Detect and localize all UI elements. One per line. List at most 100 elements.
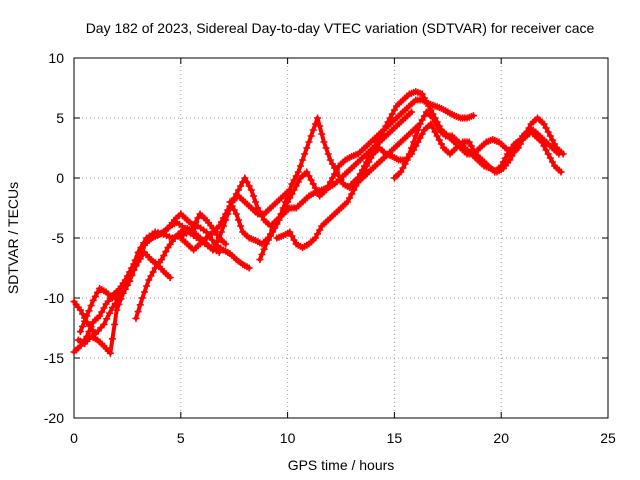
data-point (106, 349, 114, 357)
data-point (316, 226, 324, 234)
data-point (89, 296, 97, 304)
data-point (343, 198, 351, 206)
data-point (100, 304, 108, 312)
series-trace (257, 116, 423, 262)
data-point (514, 140, 522, 148)
data-point (275, 216, 283, 224)
data-point (215, 248, 223, 256)
data-point (322, 144, 330, 152)
data-point (296, 162, 304, 170)
data-point (103, 315, 111, 323)
data-point (388, 110, 396, 118)
data-point (386, 114, 394, 122)
data-point (91, 292, 99, 300)
data-point (382, 122, 390, 130)
data-point (81, 317, 89, 325)
data-point (87, 302, 95, 310)
data-point (369, 146, 377, 154)
data-point (241, 174, 249, 182)
data-point (314, 114, 322, 122)
x-tick-label: 15 (387, 430, 403, 446)
data-point (358, 166, 366, 174)
data-point (320, 138, 328, 146)
data-point (322, 186, 330, 194)
y-tick-label: -5 (52, 230, 65, 246)
data-point (551, 140, 559, 148)
data-point (230, 194, 238, 202)
data-point (123, 281, 131, 289)
data-point (145, 276, 153, 284)
data-point (401, 160, 409, 168)
data-point (540, 142, 548, 150)
data-point (121, 285, 129, 293)
data-point (269, 228, 277, 236)
data-point (305, 138, 313, 146)
data-point (548, 158, 556, 166)
data-point (290, 176, 298, 184)
data-point (331, 164, 339, 172)
data-point (375, 134, 383, 142)
data-point (346, 194, 354, 202)
y-axis-label: SDTVAR / TECUs (5, 182, 21, 294)
data-point (508, 152, 516, 160)
data-point (548, 136, 556, 144)
data-point (429, 124, 437, 132)
data-point (314, 188, 322, 196)
data-point (260, 245, 268, 253)
data-point (403, 156, 411, 164)
data-point (108, 304, 116, 312)
data-point (373, 138, 381, 146)
data-point (337, 176, 345, 184)
data-point (546, 132, 554, 140)
data-point (427, 106, 435, 114)
data-point (230, 206, 238, 214)
data-point (546, 154, 554, 162)
data-point (371, 142, 379, 150)
x-axis: 0 5 10 15 20 25 (70, 58, 616, 446)
data-point (311, 234, 319, 242)
data-point (437, 140, 445, 148)
data-point (286, 186, 294, 194)
data-point (433, 122, 441, 130)
data-point (258, 212, 266, 220)
data-point (350, 186, 358, 194)
data-point (410, 138, 418, 146)
data-point (407, 144, 415, 152)
data-point (271, 224, 279, 232)
data-point (540, 120, 548, 128)
data-point (420, 112, 428, 120)
data-point (130, 266, 138, 274)
data-point (544, 150, 552, 158)
data-point (228, 202, 236, 210)
data-point (217, 228, 225, 236)
data-point (416, 134, 424, 142)
data-point (318, 130, 326, 138)
data-point (397, 168, 405, 176)
data-point (249, 192, 257, 200)
data-point (354, 174, 362, 182)
data-point (418, 116, 426, 124)
data-point (416, 120, 424, 128)
data-point (544, 128, 552, 136)
data-point (149, 268, 157, 276)
data-point (431, 128, 439, 136)
data-point (407, 108, 415, 116)
data-point (267, 232, 275, 240)
data-point (542, 124, 550, 132)
data-point (126, 277, 134, 285)
data-point (277, 210, 285, 218)
data-point (399, 164, 407, 172)
data-point (378, 130, 386, 138)
data-point (237, 222, 245, 230)
data-point (220, 214, 228, 222)
data-point (93, 288, 101, 296)
x-axis-label: GPS time / hours (288, 457, 395, 473)
data-point (83, 312, 91, 320)
data-point (245, 182, 253, 190)
data-point (208, 236, 216, 244)
data-point (202, 228, 210, 236)
data-point (245, 264, 253, 272)
data-point (192, 218, 200, 226)
data-point (134, 308, 142, 316)
